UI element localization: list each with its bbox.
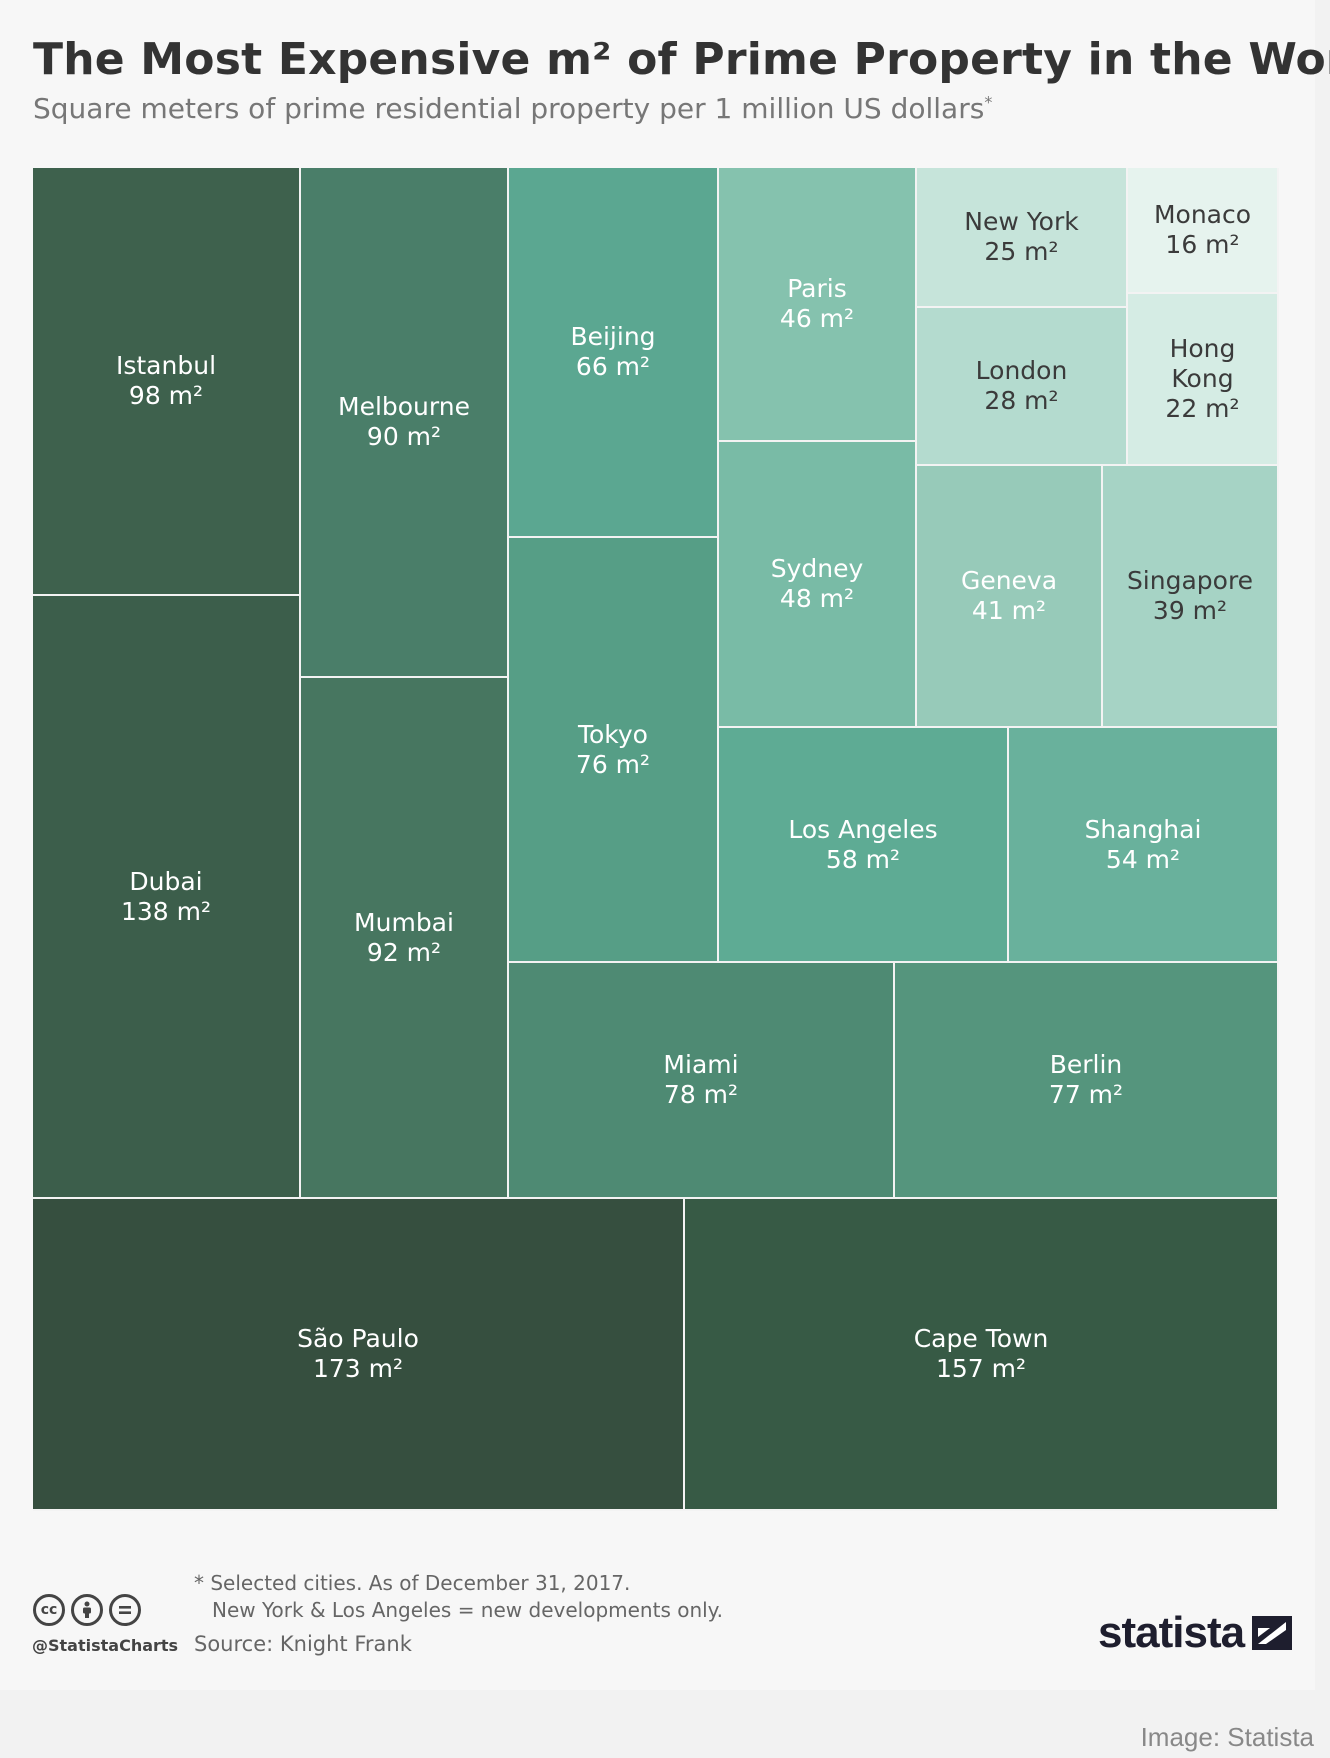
- city-name: Sydney: [770, 554, 864, 583]
- treemap-cell-singapore: Singapore 39 m²: [1103, 466, 1279, 728]
- city-name: Shanghai: [1084, 814, 1202, 844]
- cell-label: Monaco 16 m²: [1154, 200, 1251, 260]
- footnote-line-1: * Selected cities. As of December 31, 20…: [194, 1571, 631, 1595]
- treemap-cell-cape-town: Cape Town 157 m²: [685, 1199, 1279, 1511]
- image-credit: Image: Statista: [1140, 1722, 1314, 1752]
- city-value: 77 m²: [1048, 1080, 1124, 1109]
- treemap-cell-paris: Paris 46 m²: [719, 168, 917, 442]
- cell-label: São Paulo 173 m²: [297, 1324, 419, 1384]
- city-name: Beijing: [570, 322, 656, 351]
- treemap-cell-mumbai: Mumbai 92 m²: [301, 678, 509, 1199]
- subtitle-marker: *: [984, 92, 993, 112]
- cell-label: Sydney 48 m²: [771, 554, 864, 614]
- treemap-cell-hong-kong: Hong Kong 22 m²: [1128, 294, 1279, 466]
- treemap: São Paulo 173 m² Cape Town 157 m² Dubai 138 m…: [33, 168, 1279, 1511]
- city-name: Paris: [787, 274, 847, 303]
- cell-label: Berlin 77 m²: [1049, 1050, 1123, 1110]
- city-value: 22 m²: [1165, 394, 1240, 423]
- license-icons: cc: [33, 1594, 141, 1626]
- city-value: 28 m²: [984, 386, 1059, 415]
- treemap-cell-melbourne: Melbourne 90 m²: [301, 168, 509, 678]
- city-name: Cape Town: [913, 1324, 1049, 1353]
- city-name: Hong Kong: [1169, 334, 1236, 393]
- city-value: 54 m²: [1105, 844, 1181, 874]
- city-value: 46 m²: [779, 304, 855, 333]
- treemap-cell-monaco: Monaco 16 m²: [1128, 168, 1279, 294]
- cell-label: Hong Kong 22 m²: [1165, 334, 1239, 424]
- cell-label: Beijing 66 m²: [570, 322, 655, 382]
- city-name: Dubai: [129, 866, 203, 896]
- treemap-cell-geneva: Geneva 41 m²: [917, 466, 1103, 728]
- city-name: Istanbul: [115, 351, 217, 380]
- cell-label: London 28 m²: [976, 356, 1068, 416]
- treemap-cell-beijing: Beijing 66 m²: [509, 168, 719, 538]
- city-name: Melbourne: [338, 392, 470, 421]
- city-value: 173 m²: [312, 1354, 404, 1383]
- cell-label: Geneva 41 m²: [961, 566, 1057, 626]
- city-value: 25 m²: [984, 237, 1059, 266]
- cell-label: Paris 46 m²: [780, 274, 854, 334]
- city-name: Singapore: [1126, 566, 1254, 595]
- city-name: Tokyo: [577, 719, 648, 749]
- treemap-cell-shanghai: Shanghai 54 m²: [1009, 728, 1279, 963]
- city-value: 98 m²: [128, 381, 204, 410]
- social-handle[interactable]: @StatistaCharts: [32, 1636, 179, 1655]
- city-value: 58 m²: [825, 844, 901, 874]
- city-name: Berlin: [1049, 1050, 1123, 1079]
- cell-label: Mumbai 92 m²: [354, 908, 454, 968]
- no-derivatives-icon: [109, 1594, 141, 1626]
- footnote: * Selected cities. As of December 31, 20…: [194, 1570, 723, 1624]
- brand-name: statista: [1098, 1608, 1245, 1657]
- treemap-cell-sydney: Sydney 48 m²: [719, 442, 917, 728]
- city-value: 138 m²: [120, 896, 212, 926]
- treemap-cell-berlin: Berlin 77 m²: [895, 963, 1279, 1199]
- cell-label: Miami 78 m²: [663, 1050, 738, 1110]
- city-value: 92 m²: [366, 937, 442, 967]
- city-name: Monaco: [1153, 200, 1252, 229]
- statista-logo-icon: [1252, 1616, 1293, 1650]
- city-name: New York: [964, 207, 1079, 236]
- statista-logo[interactable]: statista: [1098, 1608, 1293, 1658]
- footnote-line-2: New York & Los Angeles = new development…: [212, 1598, 724, 1622]
- cell-label: Melbourne 90 m²: [338, 392, 470, 452]
- cc-icon: cc: [33, 1594, 65, 1626]
- city-value: 66 m²: [575, 352, 651, 381]
- cell-label: Shanghai 54 m²: [1085, 815, 1202, 875]
- attribution-icon: [71, 1594, 103, 1626]
- chart-subtitle: Square meters of prime residential prope…: [33, 92, 992, 125]
- city-value: 41 m²: [971, 596, 1047, 625]
- treemap-cell-sao-paulo: São Paulo 173 m²: [33, 1199, 685, 1511]
- infographic-card: The Most Expensive m² of Prime Property …: [32, 34, 1330, 1658]
- source-note: Source: Knight Frank: [194, 1632, 412, 1656]
- city-value: 90 m²: [366, 422, 442, 451]
- treemap-cell-london: London 28 m²: [917, 308, 1128, 466]
- city-name: São Paulo: [297, 1324, 419, 1353]
- cell-label: New York 25 m²: [964, 207, 1078, 267]
- treemap-cell-new-york: New York 25 m²: [917, 168, 1128, 308]
- city-name: Los Angeles: [788, 814, 938, 844]
- cell-label: Tokyo 76 m²: [576, 720, 650, 780]
- chart-title: The Most Expensive m² of Prime Property …: [33, 34, 1330, 85]
- city-name: London: [975, 356, 1068, 385]
- city-value: 157 m²: [935, 1354, 1027, 1383]
- city-name: Mumbai: [354, 907, 454, 937]
- treemap-cell-tokyo: Tokyo 76 m²: [509, 538, 719, 963]
- treemap-cell-miami: Miami 78 m²: [509, 963, 895, 1199]
- city-value: 16 m²: [1165, 230, 1240, 259]
- cell-label: Cape Town 157 m²: [914, 1324, 1049, 1384]
- cell-label: Los Angeles 58 m²: [788, 815, 937, 875]
- city-name: Geneva: [960, 566, 1058, 595]
- city-value: 39 m²: [1152, 596, 1228, 625]
- cell-label: Dubai 138 m²: [121, 867, 211, 927]
- treemap-cell-istanbul: Istanbul 98 m²: [33, 168, 301, 596]
- city-value: 76 m²: [575, 749, 651, 779]
- cell-label: Singapore 39 m²: [1127, 566, 1253, 626]
- subtitle-text: Square meters of prime residential prope…: [33, 92, 985, 125]
- treemap-cell-dubai: Dubai 138 m²: [33, 596, 301, 1199]
- city-value: 48 m²: [779, 584, 855, 613]
- cell-label: Istanbul 98 m²: [116, 351, 216, 411]
- treemap-cell-los-angeles: Los Angeles 58 m²: [719, 728, 1009, 963]
- city-name: Miami: [663, 1050, 739, 1079]
- city-value: 78 m²: [663, 1080, 739, 1109]
